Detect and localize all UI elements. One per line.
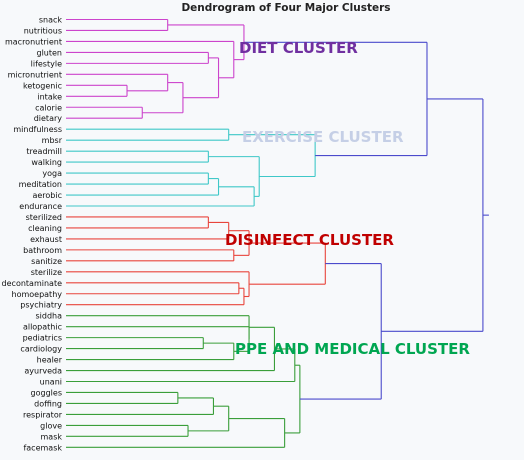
dendrogram-links: [66, 18, 489, 448]
leaf-label: mindfulness: [13, 125, 62, 134]
leaf-label: doffing: [34, 399, 62, 408]
leaf-label: unani: [40, 378, 62, 387]
leaf-label: dietary: [34, 114, 63, 123]
leaf-label: respirator: [23, 410, 63, 419]
leaf-label: siddha: [35, 312, 62, 321]
leaf-label: allopathic: [23, 323, 62, 332]
leaf-label: gluten: [37, 48, 63, 57]
leaf-label: ayurveda: [24, 367, 62, 376]
cluster-label: EXERCISE CLUSTER: [242, 128, 404, 146]
leaf-label: macronutrient: [5, 37, 62, 46]
leaf-label: bathroom: [23, 246, 62, 255]
leaf-label: sanitize: [31, 257, 62, 266]
leaf-label: exhaust: [30, 235, 62, 244]
leaf-label: mbsr: [42, 136, 63, 145]
cluster-label: DISINFECT CLUSTER: [225, 231, 394, 249]
chart-title: Dendrogram of Four Major Clusters: [181, 2, 390, 14]
leaf-label: cardiology: [20, 345, 62, 354]
leaf-label: sterilize: [31, 268, 62, 277]
cluster-labels: DIET CLUSTER EXERCISE CLUSTER DISINFECT CL…: [225, 39, 470, 358]
leaf-label: calorie: [35, 103, 62, 112]
leaf-label: walking: [31, 158, 62, 167]
leaf-label: psychiatry: [20, 301, 62, 310]
leaf-label: healer: [37, 356, 63, 365]
leaf-label: intake: [37, 92, 62, 101]
leaf-label: ketogenic: [23, 81, 62, 90]
leaf-label: sterilized: [26, 213, 62, 222]
leaf-label: yoga: [42, 169, 62, 178]
leaf-label: decontaminate: [2, 279, 63, 288]
leaf-label: endurance: [19, 202, 62, 211]
leaf-label: meditation: [19, 180, 62, 189]
leaf-label: nutritious: [24, 26, 62, 35]
leaf-label: mask: [41, 432, 63, 441]
cluster-label: PPE AND MEDICAL CLUSTER: [235, 340, 470, 358]
leaf-label: treadmill: [26, 147, 62, 156]
leaf-label: glove: [40, 421, 62, 430]
leaf-label: goggles: [31, 388, 62, 397]
leaf-label: homoepathy: [12, 290, 63, 299]
leaf-label: facemask: [23, 443, 62, 452]
leaf-label: pediatrics: [23, 334, 62, 343]
leaf-label: micronutrient: [8, 70, 62, 79]
leaf-label: snack: [39, 16, 63, 25]
leaf-label: cleaning: [28, 224, 62, 233]
cluster-label: DIET CLUSTER: [239, 39, 358, 57]
leaf-label: lifestyle: [31, 59, 62, 68]
leaf-label: aerobic: [32, 191, 62, 200]
